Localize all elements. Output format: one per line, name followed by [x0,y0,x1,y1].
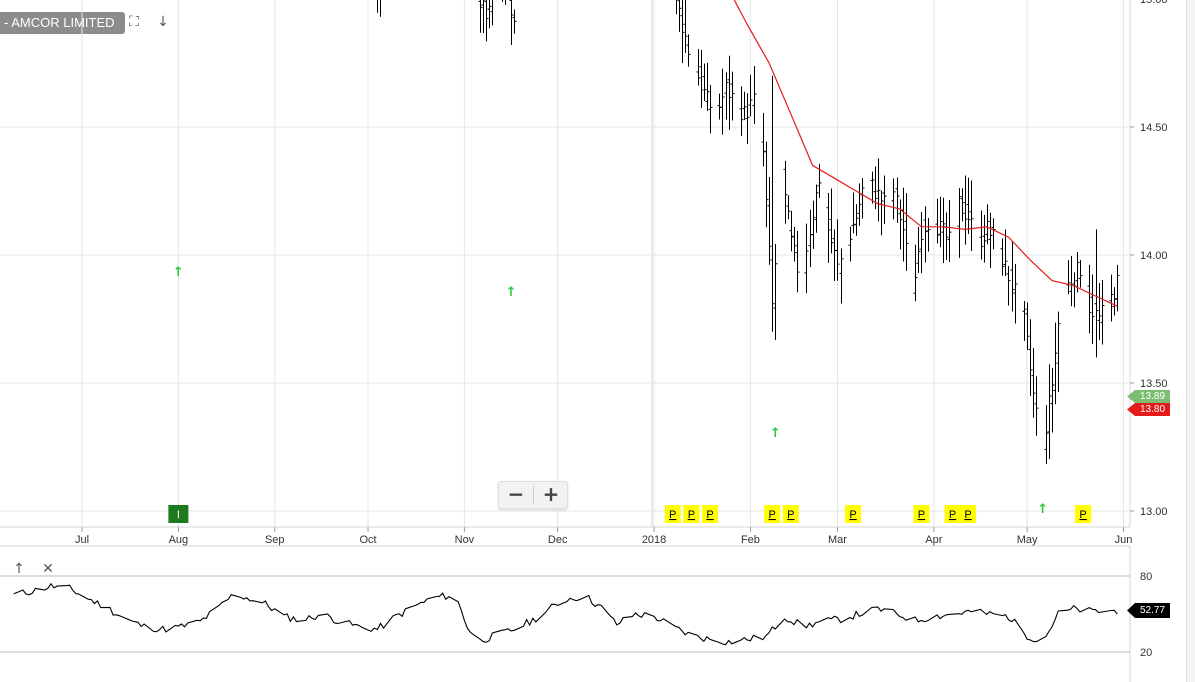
zoom-divider [533,486,534,504]
chart-title[interactable]: - AMCOR LIMITED [0,12,125,34]
oscillator-panel: 80 20 [0,571,1152,659]
marker-p-label: P [964,509,971,521]
signal-arrows: ↑ ↑ ↑ ↑ [173,265,1048,517]
marker-p-label: P [769,509,776,521]
x-tick-label: 2018 [642,534,666,546]
marker-p-badge [913,505,930,523]
marker-p-badge [664,505,681,523]
x-tick-label: Mar [828,534,847,546]
y-tick-label: 13.00 [1140,506,1168,518]
moving-average-tag: 13.80 [1127,403,1171,416]
x-tick-label: Sep [265,534,285,546]
oscillator-tick-label: 20 [1140,647,1152,659]
marker-i-badge [168,505,189,523]
moving-average-line [733,0,1118,307]
x-tick-label: Oct [359,534,376,546]
marker-p-label: P [849,509,856,521]
marker-p-label: P [669,509,676,521]
price-bars [377,0,1120,465]
y-tick-label: 14.50 [1140,122,1168,134]
marker-p-badge [1075,505,1092,523]
y-tick-label: 15.00 [1140,0,1168,6]
zoom-out-button[interactable]: − [507,482,525,506]
marker-p-label: P [706,509,713,521]
x-tick-label: Apr [925,534,942,546]
oscillator-line [13,582,1118,646]
close-icon[interactable]: ✕ [42,561,54,577]
x-tick-label: Feb [741,534,760,546]
y-tick-label: 14.00 [1140,250,1168,262]
marker-p-label: P [688,509,695,521]
x-tick-label: Dec [548,534,568,546]
buy-signal-arrow-icon: ↑ [173,265,184,280]
event-markers: P P P P P P P P P PI [168,505,1092,523]
expand-icon[interactable]: ⛶ [129,14,139,30]
marker-i-label: I [177,509,180,521]
x-tick-label: Aug [169,534,189,546]
zoom-in-button[interactable]: + [542,482,560,506]
scrollbar[interactable] [1186,0,1195,682]
marker-p-badge [944,505,961,523]
buy-signal-arrow-icon: ↑ [770,426,781,441]
arrow-up-icon[interactable]: ↑ [13,561,25,577]
x-tick-label: May [1017,534,1038,546]
marker-p-label: P [787,509,794,521]
x-tick-label: Nov [455,534,475,546]
marker-p-badge [702,505,719,523]
last-price-tag: 13.89 [1127,390,1171,403]
buy-signal-arrow-icon: ↑ [506,285,517,300]
marker-p-label: P [918,509,925,521]
marker-p-label: P [949,509,956,521]
y-tick-label: 13.50 [1140,378,1168,390]
marker-p-badge [683,505,700,523]
x-axis-ticks: Jul Aug Sep Oct Nov Dec 2018 Feb Mar Apr May Jun [75,527,1132,546]
marker-p-badge [782,505,799,523]
marker-p-label: P [1079,509,1086,521]
oscillator-value-tag: 52.77 [1127,603,1171,618]
buy-signal-arrow-icon: ↑ [1037,502,1048,517]
oscillator-tick-label: 80 [1140,571,1152,583]
marker-p-badge [960,505,977,523]
marker-p-badge [845,505,862,523]
x-tick-label: Jun [1115,534,1133,546]
x-tick-label: Jul [75,534,89,546]
marker-p-badge [764,505,781,523]
download-arrow-icon[interactable]: ↓ [157,14,169,30]
zoom-control: − + [498,481,568,509]
grid-layer [0,0,1130,527]
